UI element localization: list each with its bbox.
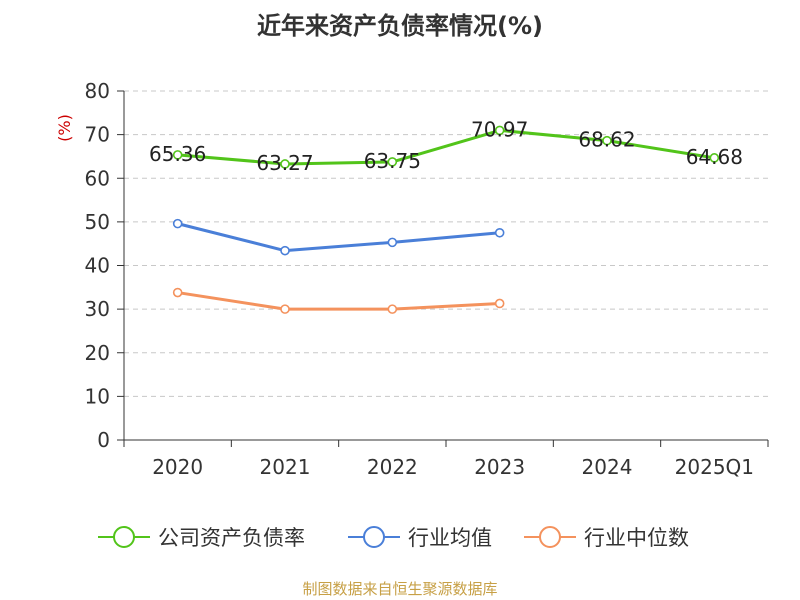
data-labels: 65.36 63.27 63.75 70.97 68.62 64.68	[149, 117, 743, 175]
legend-item[interactable]: 行业均值	[348, 526, 492, 550]
legend-marker	[363, 526, 385, 548]
y-tick-label: 80	[85, 79, 110, 103]
y-tick-label: 60	[85, 166, 110, 190]
source-note: 制图数据来自恒生聚源数据库	[302, 580, 498, 598]
legend-label: 公司资产负债率	[158, 526, 305, 550]
data-point	[280, 304, 290, 314]
series-line	[177, 291, 500, 311]
data-point	[172, 150, 183, 160]
y-tick-label: 40	[85, 254, 110, 278]
data-point	[602, 135, 612, 146]
data-label: 70.97	[471, 117, 528, 141]
data-point	[709, 153, 720, 163]
data-label: 63.27	[256, 151, 313, 175]
data-point	[280, 159, 290, 169]
y-tick-label: 50	[85, 210, 110, 234]
axes: 0 10 20 30 40 50 60 70 80 (%) 2020 2021 2022 2023 2024…	[55, 79, 769, 479]
y-tick-label: 10	[85, 384, 110, 408]
series-layer	[172, 125, 720, 314]
data-point	[387, 237, 398, 248]
y-tick-label: 70	[85, 123, 110, 147]
gridlines	[124, 90, 768, 397]
data-point	[172, 218, 183, 229]
x-tick-label: 2023	[474, 455, 525, 479]
y-tick-label: 0	[97, 428, 110, 452]
x-tick-label: 2022	[367, 455, 418, 479]
x-tick-label: 2020	[152, 455, 203, 479]
x-tick-label: 2024	[582, 455, 633, 479]
data-label: 64.68	[686, 145, 743, 169]
y-tick-label: 20	[85, 341, 110, 365]
y-axis-unit: (%)	[55, 114, 74, 142]
data-point	[494, 125, 505, 136]
legend-item[interactable]: 公司资产负债率	[98, 526, 305, 550]
legend-item[interactable]: 行业中位数	[524, 526, 689, 550]
legend-marker	[539, 526, 561, 548]
y-tick-label: 30	[85, 297, 110, 321]
series-line	[177, 222, 500, 253]
data-label: 65.36	[149, 142, 206, 166]
data-point	[494, 227, 505, 238]
data-point	[494, 298, 505, 309]
data-point	[280, 245, 290, 256]
series-line	[177, 128, 715, 166]
legend-label: 行业中位数	[584, 526, 689, 550]
data-point	[387, 304, 398, 314]
data-label: 63.75	[364, 149, 421, 173]
data-label: 68.62	[578, 128, 635, 152]
legend-label: 行业均值	[408, 526, 492, 550]
legend[interactable]: 公司资产负债率 行业均值 行业中位数	[98, 526, 689, 550]
x-tick-label: 2025Q1	[675, 455, 754, 479]
data-point	[387, 157, 398, 167]
data-point	[172, 287, 183, 298]
x-tick-label: 2021	[260, 455, 311, 479]
chart-title: 近年来资产负债率情况(%)	[257, 12, 543, 40]
legend-marker	[113, 526, 135, 548]
